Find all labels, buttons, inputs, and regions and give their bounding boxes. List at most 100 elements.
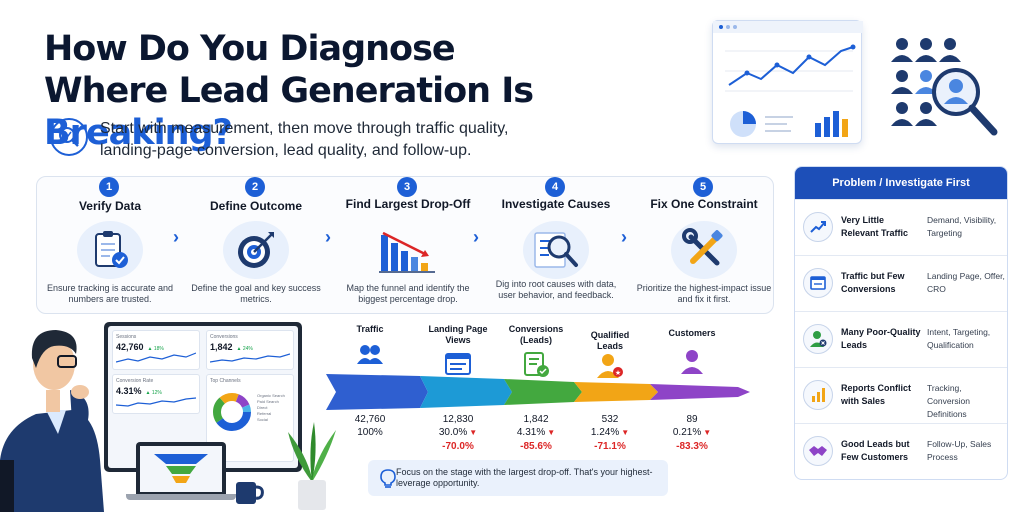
conversion-rate-widget: Conversion Rate 4.31% ▲ 12% — [112, 374, 200, 414]
user-x-icon — [803, 324, 833, 354]
form-check-icon — [524, 352, 549, 377]
stage-drop: -85.6% — [520, 441, 552, 452]
step-5: 5 Fix One Constraint Prioritize the high… — [631, 177, 777, 315]
step-2-number: 2 — [245, 177, 265, 197]
page-title: How Do You Diagnose Where Lead Generatio… — [44, 28, 704, 154]
table-row: Very Little Relevant Traffic Demand, Vis… — [795, 199, 1007, 255]
browser-icon — [803, 268, 833, 298]
browser-icon — [445, 353, 471, 375]
conversions-change: ▲ 24% — [236, 346, 253, 352]
title-line-2-prefix: Where Lead Generation Is — [44, 71, 534, 111]
step-2: 2 Define Outcome Define the goal and key… — [183, 177, 329, 315]
conversion-rate-change: ▲ 12% — [145, 390, 162, 396]
chevron-right-icon: › — [621, 227, 627, 247]
stage-drop: -71.1% — [594, 441, 626, 452]
conversions-label: Conversions — [210, 334, 238, 340]
step-1-title: Verify Data — [78, 199, 142, 213]
channel-item: Referral — [257, 411, 272, 416]
stage-rate: 100% — [357, 427, 383, 438]
sessions-value: 42,760 — [116, 342, 144, 352]
problem-investigate-table: Problem / Investigate First Very Little … — [794, 166, 1008, 480]
bar-drop-icon — [375, 221, 441, 279]
channel-legend: Organic Search Paid Search Direct Referr… — [257, 393, 293, 423]
stage-count: 1,842 — [523, 414, 549, 425]
step-4-title: Investigate Causes — [501, 197, 611, 211]
stage-label: Landing Page Views — [428, 324, 488, 345]
row-problem: Reports Conflict with Sales — [841, 383, 912, 406]
table-row: Traffic but Few Conversions Landing Page… — [795, 255, 1007, 311]
down-triangle-icon: ▼ — [547, 428, 556, 437]
stage-rate: 1.24% ▼ — [566, 427, 654, 438]
subtitle: Start with measurement, then move throug… — [100, 120, 509, 159]
conversion-rate-value: 4.31% — [116, 386, 142, 396]
stage-rate-value: 0.21% — [672, 427, 702, 438]
table-row: Reports Conflict with Sales Tracking, Co… — [795, 367, 1007, 423]
title-line-1: How Do You Diagnose — [44, 29, 456, 69]
row-problem: Good Leads but Few Customers — [841, 439, 910, 462]
step-1: 1 Verify Data Ensure tracking is accurat… — [37, 177, 183, 315]
stage-count: 12,830 — [442, 414, 474, 425]
analyst-workspace-illustration: Sessions 42,760 ▲ 18% Conversions 1,842 ▲ … — [0, 310, 360, 512]
step-1-desc: Ensure tracking is accurate and numbers … — [46, 283, 174, 304]
stage-label: Qualified Leads — [590, 330, 630, 351]
stage-count: 42,760 — [354, 414, 386, 425]
step-4-desc: Dig into root causes with data, user beh… — [495, 279, 617, 300]
laptop — [136, 442, 226, 496]
sessions-label: Sessions — [116, 334, 137, 340]
clipboard-check-icon — [77, 221, 143, 279]
step-3: 3 Find Largest Drop-Off Map the funnel a… — [335, 177, 481, 315]
step-2-title: Define Outcome — [209, 199, 302, 213]
table-row: Many Poor-Quality Leads Intent, Targetin… — [795, 311, 1007, 367]
top-channels-label: Top Channels — [210, 378, 241, 384]
sessions-change: ▲ 18% — [147, 346, 164, 352]
step-5-title: Fix One Constraint — [650, 197, 758, 211]
target-icon — [223, 221, 289, 279]
stage-rate-value: 1.24% — [590, 427, 620, 438]
funnel-bar — [326, 374, 750, 410]
channel-item: Social — [257, 417, 268, 422]
step-2-desc: Define the goal and key success metrics. — [191, 283, 321, 304]
chevron-right-icon: › — [473, 227, 479, 247]
stage-count: 532 — [601, 414, 619, 425]
wrench-icon — [671, 221, 737, 279]
stage-rate-value: 4.31% — [516, 427, 546, 438]
step-5-number: 5 — [693, 177, 713, 197]
row-investigate: Intent, Targeting, Qualification — [927, 327, 991, 350]
laptop-base — [126, 494, 236, 500]
focus-callout: Focus on the stage with the largest drop… — [368, 460, 668, 496]
hero-analytics-card — [712, 20, 863, 144]
row-problem: Many Poor-Quality Leads — [841, 327, 921, 350]
conversions-widget: Conversions 1,842 ▲ 24% — [206, 330, 294, 370]
stage-rate: 4.31% ▼ — [492, 427, 580, 438]
trend-up-icon — [803, 212, 833, 242]
sessions-widget: Sessions 42,760 ▲ 18% — [112, 330, 200, 370]
magnifier-list-icon — [523, 221, 589, 279]
step-5-desc: Prioritize the highest-impact issue and … — [636, 283, 772, 304]
stage-rate: 30.0% ▼ — [414, 427, 502, 438]
lead-funnel: Traffic 42,760 100% Landing Page Views 1… — [326, 320, 770, 508]
svg-text:★: ★ — [615, 369, 621, 377]
potted-plant-icon — [288, 422, 336, 510]
chevron-right-icon: › — [173, 227, 179, 247]
callout-text: Focus on the stage with the largest drop… — [396, 467, 653, 488]
stage-label: Traffic — [356, 324, 384, 334]
lightbulb-icon — [380, 469, 396, 488]
bar-chart-icon — [803, 380, 833, 410]
users-icon — [357, 345, 383, 364]
channel-item: Organic Search — [257, 393, 285, 398]
step-3-number: 3 — [397, 177, 417, 197]
stage-rate: 0.21% ▼ — [648, 427, 736, 438]
diagnosis-steps-panel: 1 Verify Data Ensure tracking is accurat… — [36, 176, 774, 314]
row-investigate: Follow-Up, Sales Process — [927, 439, 992, 462]
step-3-desc: Map the funnel and identify the biggest … — [346, 283, 470, 304]
stage-drop: -83.3% — [676, 441, 708, 452]
row-problem: Traffic but Few Conversions — [841, 271, 905, 294]
table-row: Good Leads but Few Customers Follow-Up, … — [795, 423, 1007, 479]
step-3-title: Find Largest Drop-Off — [345, 197, 471, 211]
step-1-number: 1 — [99, 177, 119, 197]
subtitle-block: Start with measurement, then move throug… — [50, 118, 570, 162]
stage-label: Conversions (Leads) — [508, 324, 564, 345]
down-triangle-icon: ▼ — [621, 428, 630, 437]
audience-magnifier-icon — [888, 36, 1014, 156]
row-investigate: Demand, Visibility, Targeting — [927, 215, 997, 238]
